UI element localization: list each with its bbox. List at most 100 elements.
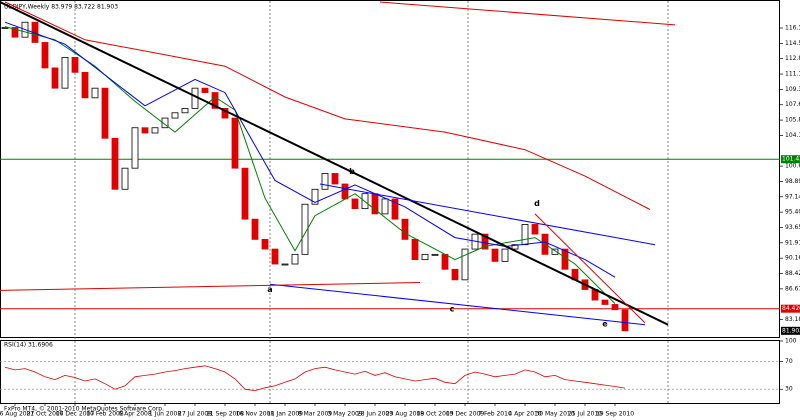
x-tick-label: 4 Apr 2010: [508, 411, 541, 418]
x-tick-label: 10 Feb 2008: [86, 411, 124, 418]
y-tick-label: 86.675: [785, 285, 800, 292]
candle: [321, 173, 329, 190]
y-tick-label: 83.185: [785, 316, 800, 323]
candle: [411, 239, 419, 261]
price-label-box: [781, 155, 800, 164]
y-tick-label: 30: [785, 386, 793, 393]
x-tick-label: 6 Apr 2008: [118, 411, 151, 418]
overlay-line: [0, 1, 669, 326]
candle: [251, 218, 259, 240]
x-tick-label: 8 Mar 2009: [298, 411, 332, 418]
x-tick-label: 21 Sep 2008: [206, 411, 244, 418]
candle: [291, 253, 299, 265]
y-tick-label: 95.400: [785, 209, 800, 216]
candle: [441, 253, 449, 270]
rsi-panel-frame: [0, 340, 780, 404]
candle: [231, 117, 239, 169]
candle: [331, 173, 339, 185]
candle: [611, 304, 619, 311]
candle: [71, 56, 79, 73]
candle: [271, 248, 279, 265]
annotation: e: [602, 319, 608, 328]
overlay-line: [379, 1, 676, 26]
x-tick-label: 18 Oct 2009: [416, 411, 453, 418]
candle: [391, 198, 399, 220]
x-tick-label: 30 May 2010: [535, 411, 574, 418]
candle: [241, 167, 249, 220]
y-tick-label: 93.655: [785, 224, 800, 231]
y-tick-label: 70: [785, 358, 793, 365]
copyright: FxPro MT4, © 2001-2010 MetaQuotes Softwa…: [4, 406, 164, 413]
candle: [91, 87, 99, 99]
overlay-line: [0, 282, 421, 291]
x-tick-label: 25 Jul 2010: [568, 411, 602, 418]
y-tick-label: 90.165: [785, 255, 800, 262]
candle: [1, 27, 9, 29]
x-tick-label: 3 May 2009: [327, 411, 362, 418]
candle: [151, 127, 159, 134]
annotation: a: [267, 285, 272, 294]
candle: [11, 27, 19, 38]
x-tick-label: 1 Jun 2008: [149, 411, 181, 418]
y-tick-label: 105.870: [785, 117, 800, 124]
candle: [401, 218, 409, 240]
annotation: c: [450, 304, 455, 313]
candle: [171, 112, 179, 119]
rsi-title: RSI(14) 31.6906: [4, 342, 53, 349]
candle: [601, 299, 609, 305]
y-tick-label: 98.890: [785, 178, 800, 185]
candle: [551, 248, 559, 255]
candle: [281, 263, 289, 266]
y-tick-label: 109.360: [785, 86, 800, 93]
candle: [261, 239, 269, 250]
overlay-line: [269, 283, 646, 326]
candle: [161, 117, 169, 129]
candle: [451, 268, 459, 281]
price-label-box: [781, 304, 800, 313]
y-tick-label: 104.125: [785, 132, 800, 139]
main-panel-frame: [0, 0, 780, 338]
x-tick-label: 27 Jul 2008: [178, 411, 212, 418]
y-tick-label: 116.340: [785, 25, 800, 32]
candle: [111, 137, 119, 190]
x-tick-label: 16 Nov 2008: [236, 411, 275, 418]
candle: [201, 87, 209, 93]
price-label: 101.420: [782, 156, 800, 163]
candle: [101, 87, 109, 139]
annotation: d: [534, 199, 540, 208]
candle: [501, 248, 509, 262]
x-tick-label: 11 Jan 2009: [267, 411, 303, 418]
candle: [51, 67, 59, 89]
x-tick-label: 21 Oct 2007: [26, 411, 63, 418]
overlay-line: [534, 213, 646, 324]
candle: [531, 224, 539, 235]
y-tick-label: 88.420: [785, 270, 800, 277]
y-tick-label: 111.105: [785, 71, 800, 78]
overlay-line: [4, 21, 616, 278]
candle: [511, 244, 519, 250]
candle: [351, 198, 359, 210]
x-tick-label: 13 Dec 2009: [446, 411, 485, 418]
x-tick-label: 7 Feb 2010: [478, 411, 512, 418]
candle: [521, 224, 529, 246]
price-label: 84.420: [782, 305, 800, 312]
y-tick-label: 91.910: [785, 239, 800, 246]
x-tick-label: 19 Sep 2010: [596, 411, 634, 418]
annotation: b: [349, 167, 355, 176]
candle: [381, 198, 389, 215]
candle: [341, 183, 349, 200]
candle: [61, 56, 69, 89]
candle: [131, 127, 139, 169]
x-tick-label: 28 Jun 2009: [357, 411, 393, 418]
candle: [81, 71, 89, 99]
candle: [461, 248, 469, 281]
candle: [41, 42, 49, 69]
candle: [211, 92, 219, 109]
candle: [421, 253, 429, 261]
y-tick-label: 114.595: [785, 40, 800, 47]
x-tick-label: 16 Dec 2007: [56, 411, 95, 418]
chart-title: USDJPY,Weekly 83.979 83.722 81.903: [4, 4, 118, 11]
